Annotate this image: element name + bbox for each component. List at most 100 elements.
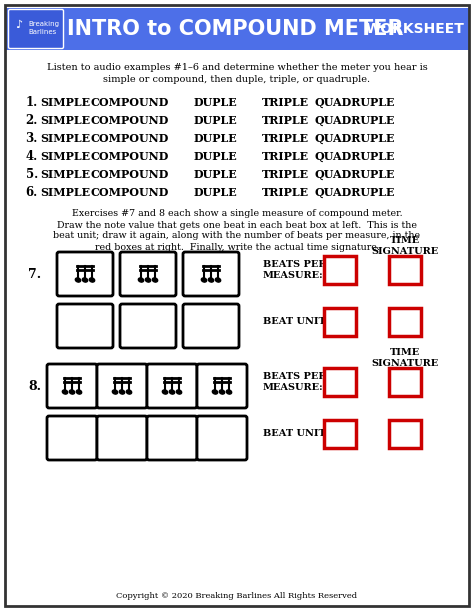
Text: SIMPLE: SIMPLE: [40, 150, 90, 161]
Ellipse shape: [89, 278, 95, 282]
Ellipse shape: [138, 278, 144, 282]
Bar: [324, 420, 356, 448]
Ellipse shape: [169, 390, 175, 394]
Text: DUPLE: DUPLE: [193, 169, 237, 180]
Bar: [324, 368, 356, 396]
Text: QUADRUPLE: QUADRUPLE: [315, 186, 395, 197]
Text: 4.: 4.: [26, 150, 38, 163]
Text: TRIPLE: TRIPLE: [262, 186, 309, 197]
Text: 6.: 6.: [26, 186, 38, 199]
Text: DUPLE: DUPLE: [193, 97, 237, 108]
Text: Listen to audio examples #1–6 and determine whether the meter you hear is: Listen to audio examples #1–6 and determ…: [46, 64, 428, 73]
Text: Breaking: Breaking: [28, 21, 59, 27]
FancyBboxPatch shape: [57, 304, 113, 348]
Text: TRIPLE: TRIPLE: [262, 97, 309, 108]
Text: TRIPLE: TRIPLE: [262, 150, 309, 161]
Ellipse shape: [212, 390, 218, 394]
Text: COMPOUND: COMPOUND: [91, 186, 169, 197]
FancyBboxPatch shape: [120, 304, 176, 348]
Text: 1.: 1.: [26, 95, 38, 109]
Ellipse shape: [112, 390, 118, 394]
FancyBboxPatch shape: [183, 252, 239, 296]
Text: COMPOUND: COMPOUND: [91, 150, 169, 161]
Text: simple or compound, then duple, triple, or quadruple.: simple or compound, then duple, triple, …: [103, 76, 371, 84]
FancyBboxPatch shape: [57, 252, 113, 296]
Text: QUADRUPLE: QUADRUPLE: [315, 114, 395, 125]
Text: QUADRUPLE: QUADRUPLE: [315, 169, 395, 180]
Ellipse shape: [76, 390, 82, 394]
Text: 5.: 5.: [26, 167, 38, 180]
Text: ♪: ♪: [15, 20, 22, 30]
FancyBboxPatch shape: [120, 252, 176, 296]
Text: QUADRUPLE: QUADRUPLE: [315, 150, 395, 161]
Text: Draw the note value that gets one beat in each beat box at left.  This is the: Draw the note value that gets one beat i…: [57, 221, 417, 230]
FancyBboxPatch shape: [97, 364, 147, 408]
Ellipse shape: [219, 390, 225, 394]
Text: DUPLE: DUPLE: [193, 133, 237, 144]
Text: QUADRUPLE: QUADRUPLE: [315, 97, 395, 108]
Bar: [324, 256, 356, 284]
Ellipse shape: [119, 390, 125, 394]
Text: 2.: 2.: [26, 114, 38, 126]
Bar: [389, 368, 421, 396]
Text: TRIPLE: TRIPLE: [262, 133, 309, 144]
Text: COMPOUND: COMPOUND: [91, 133, 169, 144]
Text: COMPOUND: COMPOUND: [91, 169, 169, 180]
FancyBboxPatch shape: [47, 364, 97, 408]
Text: TIME
SIGNATURE: TIME SIGNATURE: [371, 236, 438, 256]
Text: BEATS PER
MEASURE:: BEATS PER MEASURE:: [263, 372, 327, 392]
Text: COMPOUND: COMPOUND: [91, 114, 169, 125]
Text: SIMPLE: SIMPLE: [40, 97, 90, 108]
Text: TIME
SIGNATURE: TIME SIGNATURE: [371, 348, 438, 368]
FancyBboxPatch shape: [183, 304, 239, 348]
Text: 8.: 8.: [28, 379, 41, 392]
Ellipse shape: [62, 390, 68, 394]
Bar: [5, 8, 469, 50]
Text: Copyright © 2020 Breaking Barlines All Rights Reserved: Copyright © 2020 Breaking Barlines All R…: [117, 592, 357, 600]
Ellipse shape: [162, 390, 168, 394]
Text: Exercises #7 and 8 each show a single measure of compound meter.: Exercises #7 and 8 each show a single me…: [72, 210, 402, 219]
Ellipse shape: [146, 278, 151, 282]
Ellipse shape: [152, 278, 158, 282]
Text: DUPLE: DUPLE: [193, 186, 237, 197]
Text: WORKSHEET: WORKSHEET: [365, 22, 465, 36]
Text: red boxes at right.  Finally, write the actual time signature.: red boxes at right. Finally, write the a…: [94, 243, 380, 252]
Text: BEATS PER
MEASURE:: BEATS PER MEASURE:: [263, 260, 327, 280]
Text: BEAT UNIT:: BEAT UNIT:: [263, 430, 329, 439]
FancyBboxPatch shape: [147, 364, 197, 408]
FancyBboxPatch shape: [197, 364, 247, 408]
Bar: [389, 256, 421, 284]
Ellipse shape: [176, 390, 182, 394]
Ellipse shape: [127, 390, 132, 394]
Text: SIMPLE: SIMPLE: [40, 169, 90, 180]
Text: QUADRUPLE: QUADRUPLE: [315, 133, 395, 144]
Text: Barlines: Barlines: [28, 29, 56, 35]
Bar: [324, 308, 356, 336]
Ellipse shape: [82, 278, 88, 282]
FancyBboxPatch shape: [97, 416, 147, 460]
Ellipse shape: [209, 278, 214, 282]
Ellipse shape: [75, 278, 81, 282]
Text: COMPOUND: COMPOUND: [91, 97, 169, 108]
Ellipse shape: [69, 390, 75, 394]
Text: SIMPLE: SIMPLE: [40, 114, 90, 125]
Ellipse shape: [215, 278, 221, 282]
Bar: [389, 420, 421, 448]
Bar: [389, 308, 421, 336]
Text: SIMPLE: SIMPLE: [40, 186, 90, 197]
Text: DUPLE: DUPLE: [193, 150, 237, 161]
FancyBboxPatch shape: [197, 416, 247, 460]
Text: 3.: 3.: [26, 131, 38, 144]
Text: SIMPLE: SIMPLE: [40, 133, 90, 144]
FancyBboxPatch shape: [147, 416, 197, 460]
FancyBboxPatch shape: [47, 416, 97, 460]
Text: DUPLE: DUPLE: [193, 114, 237, 125]
Ellipse shape: [226, 390, 232, 394]
FancyBboxPatch shape: [9, 10, 64, 48]
Text: BEAT UNIT:: BEAT UNIT:: [263, 318, 329, 326]
Text: TRIPLE: TRIPLE: [262, 169, 309, 180]
Text: 7.: 7.: [28, 268, 41, 280]
Text: TRIPLE: TRIPLE: [262, 114, 309, 125]
Text: INTRO to COMPOUND METER: INTRO to COMPOUND METER: [67, 19, 403, 39]
Ellipse shape: [201, 278, 207, 282]
